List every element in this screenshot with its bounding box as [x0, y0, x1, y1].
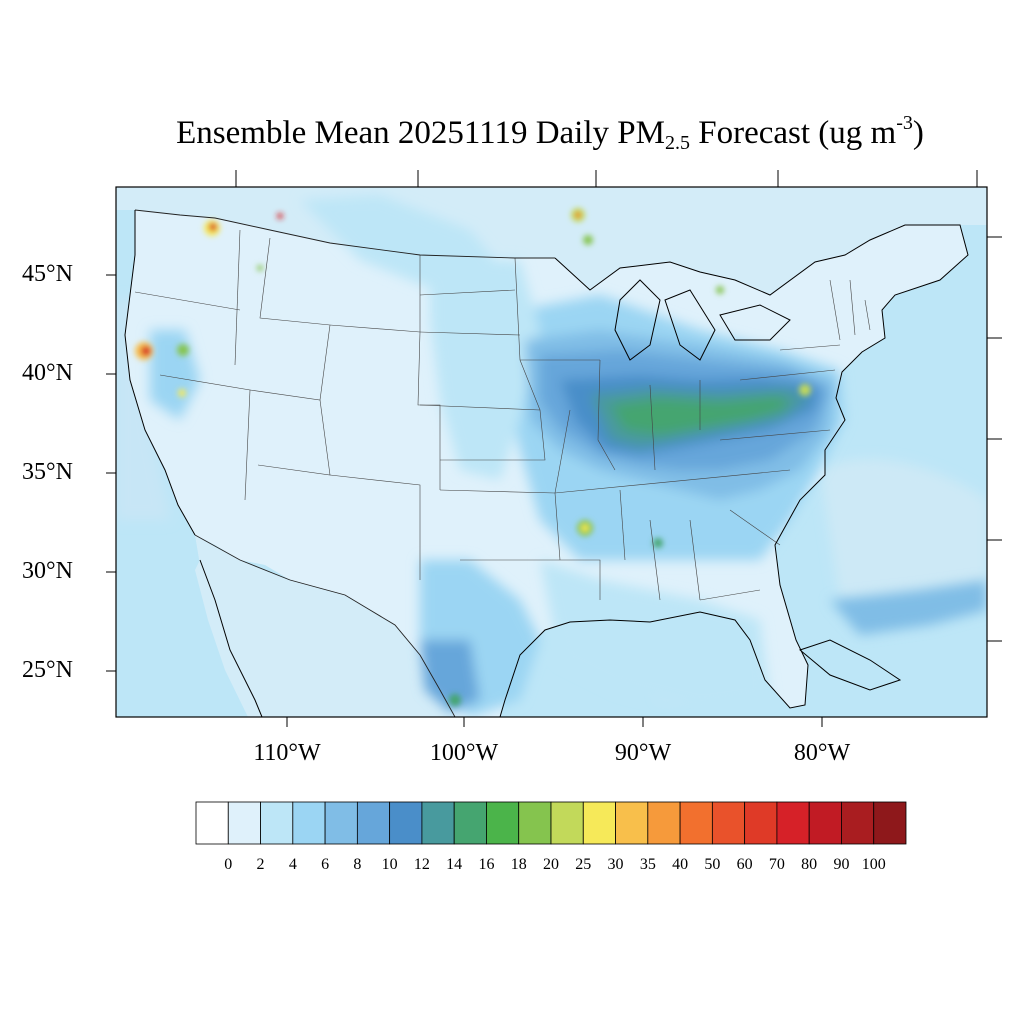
colorbar-tick-label: 30 [607, 856, 624, 873]
mexico-land [195, 535, 455, 717]
country-borders [134, 209, 555, 717]
axis-ticks [106, 170, 1002, 727]
colorbar-swatch [582, 801, 616, 845]
lat-label-45: 45°N [22, 261, 73, 287]
colorbar-tick-label: 40 [672, 856, 689, 873]
colorbar-tick-label: 35 [639, 856, 656, 873]
colorbar-swatch [808, 801, 842, 845]
colorbar-swatch [356, 801, 391, 845]
colorbar-swatch [260, 801, 294, 845]
colorbar [195, 801, 907, 845]
concentration-field [150, 195, 987, 717]
colorbar-swatch [421, 801, 455, 845]
colorbar-tick-label: 20 [543, 856, 559, 873]
colorbar-swatch [324, 801, 358, 845]
colorbar-swatch [841, 801, 875, 845]
colorbar-tick-label: 2 [256, 856, 265, 873]
lat-label-40: 40°N [22, 360, 73, 386]
colorbar-swatch [389, 801, 423, 845]
colorbar-tick-label: 18 [510, 856, 527, 873]
colorbar-tick-label: 50 [704, 856, 721, 873]
colorbar-swatch [453, 801, 487, 845]
colorbar-tick-label: 4 [288, 856, 297, 873]
colorbar-tick-label: 0 [224, 856, 233, 873]
baja-land [195, 560, 262, 717]
colorbar-tick-label: 10 [381, 856, 398, 873]
colorbar-tick-label: 6 [321, 856, 330, 873]
colorbar-swatch [615, 801, 649, 845]
state-boundaries [134, 229, 871, 601]
colorbar-swatch [679, 801, 713, 845]
colorbar-tick-label: 25 [575, 856, 592, 873]
colorbar-tick-label: 60 [736, 856, 753, 873]
colorbar-swatch [518, 801, 552, 845]
lon-label-100: 100°W [429, 740, 499, 766]
colorbar-swatch [711, 801, 746, 845]
lon-label-80: 80°W [793, 740, 851, 766]
lon-label-110: 110°W [253, 740, 321, 766]
coastlines [124, 210, 969, 717]
lat-label-25: 25°N [22, 657, 73, 683]
colorbar-tick-label: 80 [801, 856, 818, 873]
colorbar-swatch [776, 801, 810, 845]
colorbar-tick-label: 12 [413, 856, 430, 873]
lat-label-35: 35°N [22, 459, 73, 485]
colorbar-tick-label: 14 [446, 856, 463, 873]
fire-hotspots [135, 208, 811, 706]
lat-label-30: 30°N [22, 558, 73, 584]
colorbar-tick-label: 16 [478, 856, 495, 873]
colorbar-tick-label: 70 [768, 856, 785, 873]
lon-label-90: 90°W [614, 740, 672, 766]
colorbar-swatch [227, 801, 261, 845]
map-frame [115, 186, 988, 718]
map-field [116, 187, 987, 717]
colorbar-tick-label: 8 [353, 856, 362, 873]
colorbar-swatch [486, 801, 520, 845]
colorbar-swatch [873, 801, 907, 845]
colorbar-tick-label: 90 [833, 856, 850, 873]
colorbar-tick-label: 100 [861, 856, 886, 873]
colorbar-swatch [292, 801, 326, 845]
colorbar-swatch [195, 801, 229, 845]
colorbar-swatch [744, 801, 778, 845]
colorbar-swatch [550, 801, 584, 845]
map-title: Ensemble Mean 20251119 Daily PM2.5 Forec… [176, 112, 924, 154]
colorbar-swatch [647, 801, 681, 845]
